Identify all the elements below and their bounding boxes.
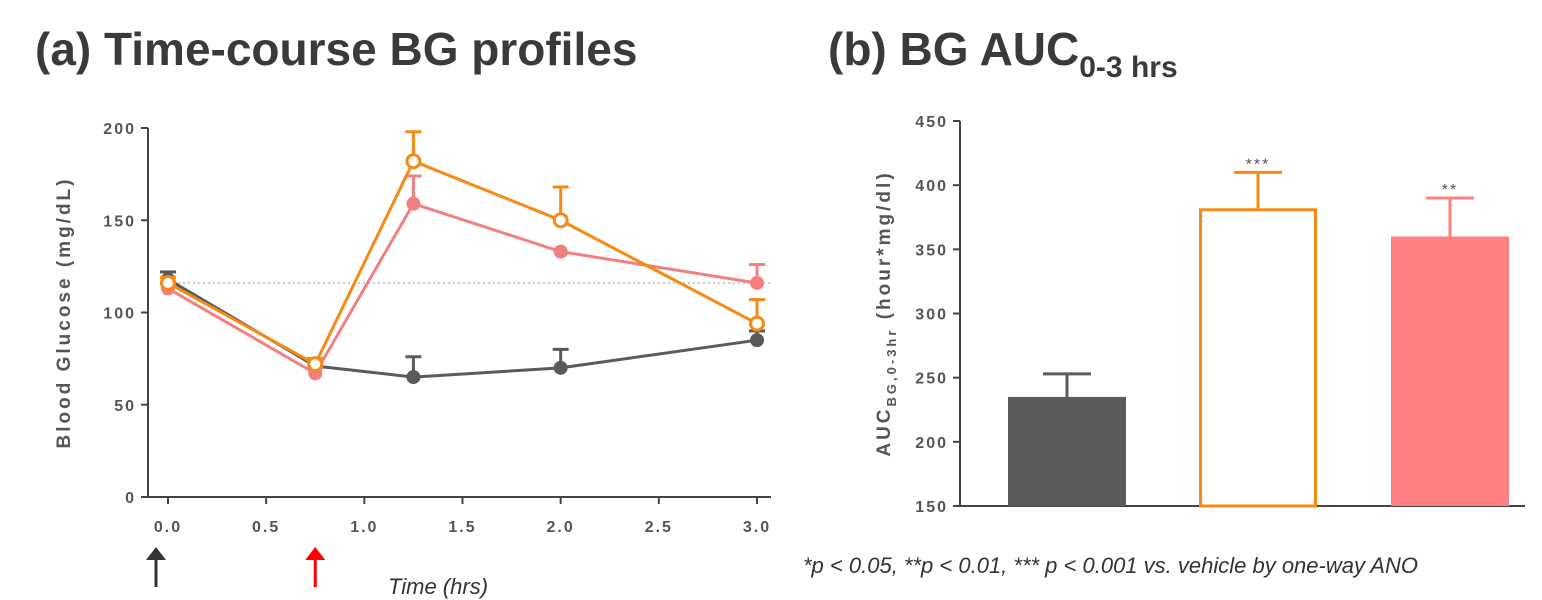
panel-a-series-0-point [553,360,568,375]
panel-a-dose-arrow-head [305,547,326,560]
panel-a-series-2-point [405,153,422,170]
panel-a-y-tick-label: 0 [125,490,136,507]
charts-svg: 0 50 100 150 200 0.0 0.5 1.0 1.5 2.0 2.5 3.0 Blood G… [54,114,1525,587]
panel-a-x-tick-label: 0.5 [252,519,280,536]
panel-a-series-1-point [553,244,568,259]
panel-b-y-tick-label: 200 [915,435,948,452]
panel-b-y-tick-label: 300 [915,307,948,324]
panel-a-x-tick-label: 3.0 [743,519,771,536]
panel-a-series-0-point [750,333,764,348]
panel-a-x-tick-label: 0.0 [154,519,182,536]
significance-footnote: *p < 0.05, **p < 0.01, *** p < 0.001 vs.… [803,553,1418,578]
panel-b-y-tick-label: 250 [915,371,948,388]
panel-a-y-tick-label: 200 [103,121,136,138]
panel-b-y-tick-label: 350 [915,242,948,259]
panel-b-significance-label: *** [1246,156,1271,173]
panel-a-series-2-point [307,356,324,373]
panel-a-series-2-point [552,212,569,229]
panel-b-y-tick-label: 150 [915,499,948,516]
panel-a-x-tick-label: 2.0 [547,519,575,536]
panel-b-title: (b) BG AUC0-3 hrs [828,22,1178,85]
panel-a-series-1-point [750,275,764,290]
panel-b-bar-2 [1391,236,1509,506]
panel-b-title-main: (b) BG AUC [828,23,1080,75]
panel-a-series-0-line [167,277,758,379]
panel-a-dose-arrow-head [146,547,166,560]
panel-a-y-tick-label: 50 [114,398,136,415]
panel-a-y-tick-label: 100 [103,306,136,323]
panel-a-y-axis-title: Blood Glucose (mg/dL) [54,177,75,449]
panel-a-x-tick-label: 2.5 [645,519,673,536]
panel-b-title-subscript: 0-3 hrs [1079,51,1178,84]
panel-a-series-0-point [406,370,421,385]
panel-a-x-axis-title: Time (hrs) [388,574,489,599]
panel-a-series-1-point [406,196,421,211]
panel-a-series-2-point [749,315,765,332]
panel-b-bar-1 [1199,208,1317,508]
panel-a-series-1-line [167,201,758,376]
panel-b-y-tick-label: 450 [915,114,948,131]
panel-b-y-axis-title: AUCBG,0-3hr (hour*mg/dl) [874,170,899,456]
panel-b-significance-label: ** [1442,182,1458,199]
panel-a-x-tick-label: 1.5 [448,519,476,536]
panel-a-series-2-point [160,274,176,291]
panel-a-y-tick-label: 150 [103,213,136,230]
panel-b-y-tick-label: 400 [915,178,948,195]
panel-a-x-tick-label: 1.0 [350,519,378,536]
panel-a-title: (a) Time-course BG profiles [35,23,638,75]
panel-b-bar-0 [1008,396,1126,506]
panel-a-series-2-line [167,159,758,367]
